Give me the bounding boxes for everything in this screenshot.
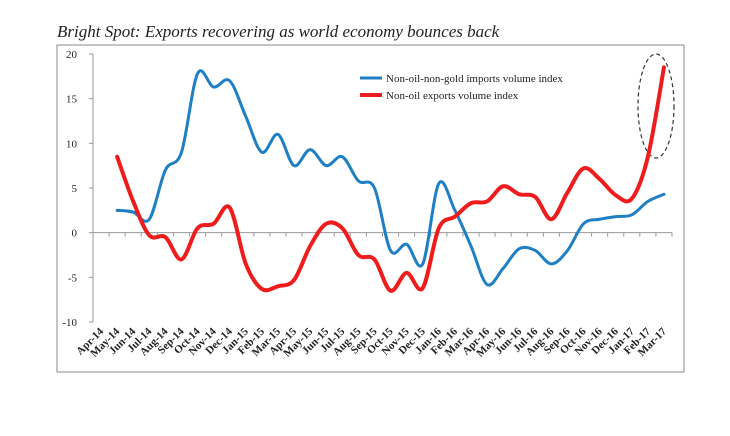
y-tick-label: 15 — [66, 94, 78, 106]
highlight-ellipse — [637, 53, 675, 159]
legend-label: Non-oil exports volume index — [386, 90, 519, 102]
chart-title: Bright Spot: Exports recovering as world… — [57, 22, 500, 41]
y-tick-label: -10 — [62, 317, 77, 329]
legend-label: Non-oil-non-gold imports volume index — [386, 73, 563, 85]
y-tick-label: -5 — [68, 272, 78, 284]
y-tick-label: 10 — [66, 138, 78, 150]
series-line — [115, 65, 666, 293]
chart-frame — [56, 44, 685, 373]
series-line — [115, 69, 666, 287]
y-tick-label: 20 — [66, 49, 78, 61]
y-tick-label: 0 — [72, 228, 78, 240]
y-tick-label: 5 — [72, 183, 78, 195]
